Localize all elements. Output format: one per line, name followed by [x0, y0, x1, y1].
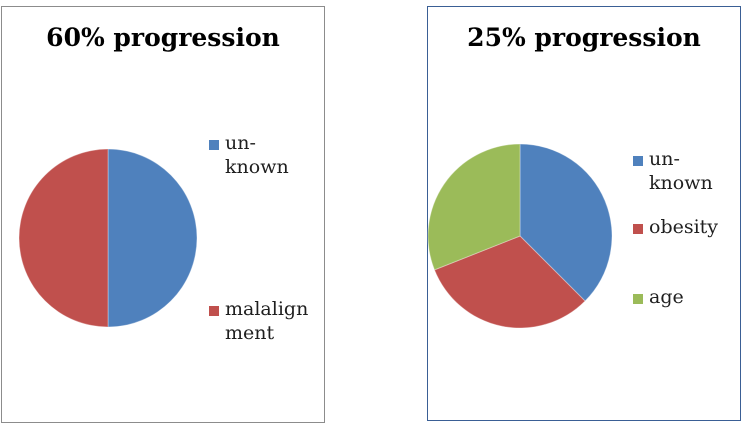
pie-slice [107, 148, 198, 328]
pie-chart [18, 148, 198, 328]
legend-label: malalign ment [225, 298, 309, 344]
legend-label: un- known [225, 132, 289, 178]
legend-label: age [649, 286, 684, 308]
pie-slice [427, 143, 521, 271]
legend-label: obesity [649, 216, 719, 238]
pie-slice [433, 235, 586, 329]
pie-slice [519, 143, 613, 302]
pie-chart [427, 143, 613, 329]
legend-swatch [209, 306, 219, 316]
chart-title: 60% progression [46, 23, 280, 52]
legend-swatch [633, 294, 643, 304]
legend-swatch [633, 224, 643, 234]
chart-panel-60-progression: 60% progression un- known malalign ment [1, 6, 325, 423]
pie-slice [18, 148, 109, 328]
chart-title: 25% progression [467, 23, 701, 52]
legend-swatch [633, 156, 643, 166]
chart-panel-25-progression: 25% progression un- known obesity age [427, 6, 741, 421]
legend-label: un- known [649, 148, 713, 194]
legend-swatch [209, 140, 219, 150]
